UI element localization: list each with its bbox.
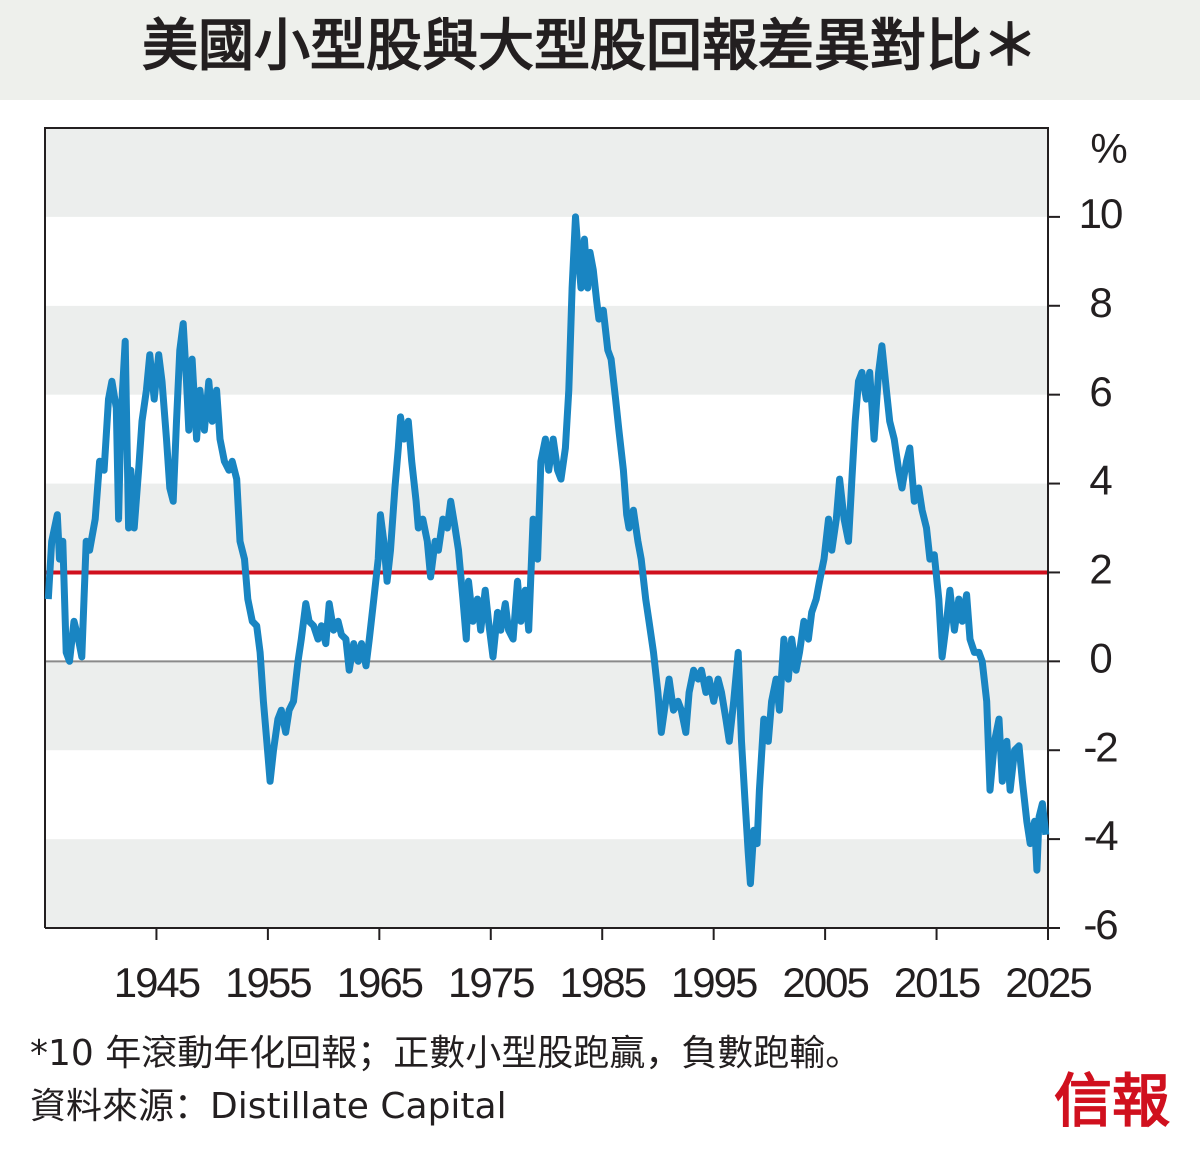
x-tick-label: 2025 <box>1005 959 1091 1006</box>
y-tick-label: 6 <box>1089 368 1111 415</box>
band <box>45 216 1048 306</box>
x-tick-label: 2015 <box>894 959 980 1006</box>
y-tick-label: 2 <box>1089 546 1111 593</box>
plot-area: -6 -4 -2 0 2 4 6 8 10 1945 1955 1965 1975 1985 1995 200… <box>44 127 1124 1006</box>
axis-frame <box>44 127 1049 929</box>
x-tick-label: 2005 <box>782 959 868 1006</box>
y-tick-label: 4 <box>1089 457 1112 504</box>
title-background <box>0 0 1200 100</box>
x-tick-label: 1965 <box>337 959 423 1006</box>
band <box>45 483 1048 573</box>
y-tick-label: 10 <box>1079 190 1122 237</box>
y-tick-label: 8 <box>1089 279 1111 326</box>
x-tick-label: 1985 <box>560 959 646 1006</box>
source: 資料來源：Distillate Capital <box>30 1086 507 1127</box>
chart-title: 美國小型股與大型股回報差異對比＊ <box>142 14 1038 79</box>
x-tick-label: 1955 <box>225 959 311 1006</box>
x-tick-label: 1945 <box>114 959 200 1006</box>
brand-logo: 信報 <box>1054 1067 1170 1135</box>
y-tick-label: -6 <box>1083 901 1117 948</box>
data-line <box>44 213 1050 888</box>
band <box>45 661 1048 751</box>
y-axis-label: % <box>1090 125 1126 172</box>
band <box>45 750 1048 840</box>
x-tick-label: 1995 <box>671 959 757 1006</box>
y-tick-label: -2 <box>1083 723 1117 770</box>
y-tick-label: -4 <box>1083 812 1118 859</box>
x-tick-label: 1975 <box>448 959 534 1006</box>
band <box>45 128 1048 217</box>
footnote: *10 年滾動年化回報；正數小型股跑贏，負數跑輸。 <box>30 1033 861 1074</box>
band <box>45 839 1048 928</box>
band <box>45 572 1048 662</box>
y-tick-label: 0 <box>1089 634 1111 681</box>
